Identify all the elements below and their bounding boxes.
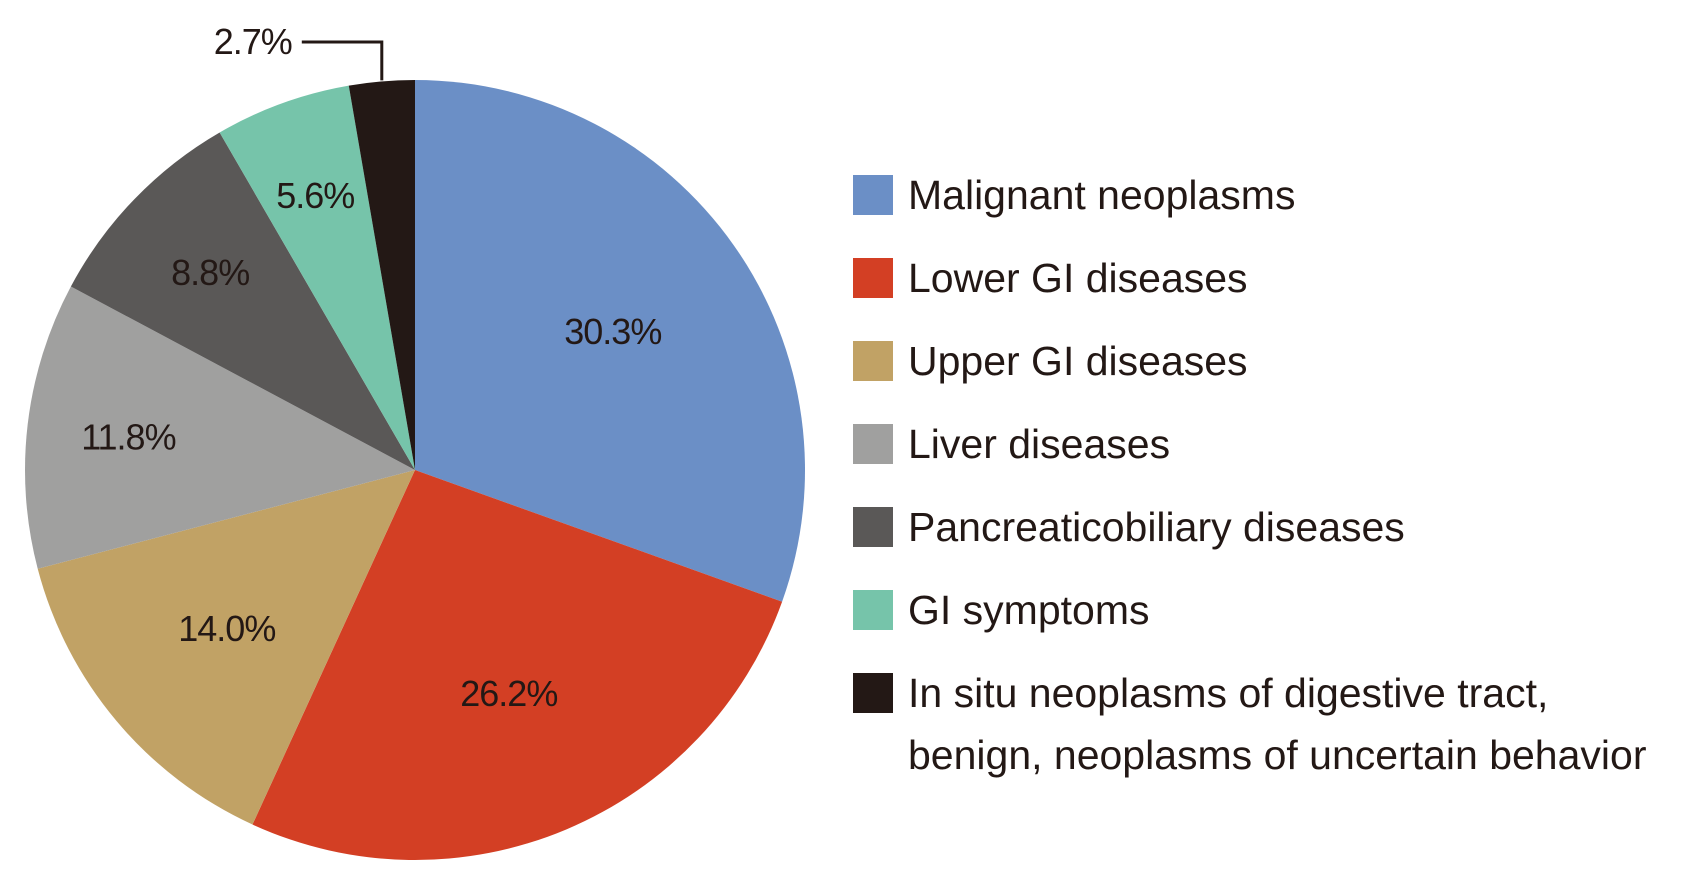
pie-slice-malignant-neoplasms [415,80,806,602]
legend-item: Upper GI diseases [853,338,1248,384]
legend-swatch [853,507,893,547]
legend-swatch [853,175,893,215]
legend-label: GI symptoms [908,587,1149,633]
legend-item: Liver diseases [853,421,1170,467]
legend-item: GI symptoms [853,587,1149,633]
legend-item: Malignant neoplasms [853,172,1295,218]
legend-item: Lower GI diseases [853,255,1248,301]
slice-value-label: 2.7% [214,21,292,62]
legend-swatch [853,341,893,381]
slice-value-label: 5.6% [276,175,354,216]
legend-label: Pancreaticobiliary diseases [908,504,1405,550]
legend-swatch [853,590,893,630]
legend-item: In situ neoplasms of digestive tract, ben… [853,670,1646,778]
pie-slice-lower-gi-diseases [252,470,783,860]
pie-slice-liver-diseases [25,286,415,569]
pie-slice-gi-symptoms [219,85,415,471]
legend-label: Lower GI diseases [908,255,1248,301]
slice-value-label: 11.8% [81,416,175,457]
legend-swatch [853,258,893,298]
slice-value-label: 26.2% [460,673,557,714]
pie-slice-pancreaticobiliary-diseases [70,132,416,470]
legend-label: Liver diseases [908,421,1170,467]
legend-item: Pancreaticobiliary diseases [853,504,1405,550]
legend-swatch [853,673,893,713]
legend-label: Upper GI diseases [908,338,1248,384]
legend-swatch [853,424,893,464]
pie-slice-upper-gi-diseases [37,470,416,825]
slice-value-label: 14.0% [178,608,275,649]
legend-label: Malignant neoplasms [908,172,1295,218]
slice-value-label: 30.3% [564,311,661,352]
pie-slices [25,80,806,860]
legend: Malignant neoplasms Lower GI diseases Uppe… [853,172,1646,778]
pie-slice-in-situ-neoplasms-of-digestive-tract-ben [348,80,415,470]
slice-value-label: 8.8% [171,252,249,293]
legend-label: In situ neoplasms of digestive tract, ben… [908,670,1646,778]
slice-labels: 30.3% 26.2% 14.0% 11.8% 8.8% 5.6% 2.7% [81,21,662,714]
leader-line [301,40,384,81]
